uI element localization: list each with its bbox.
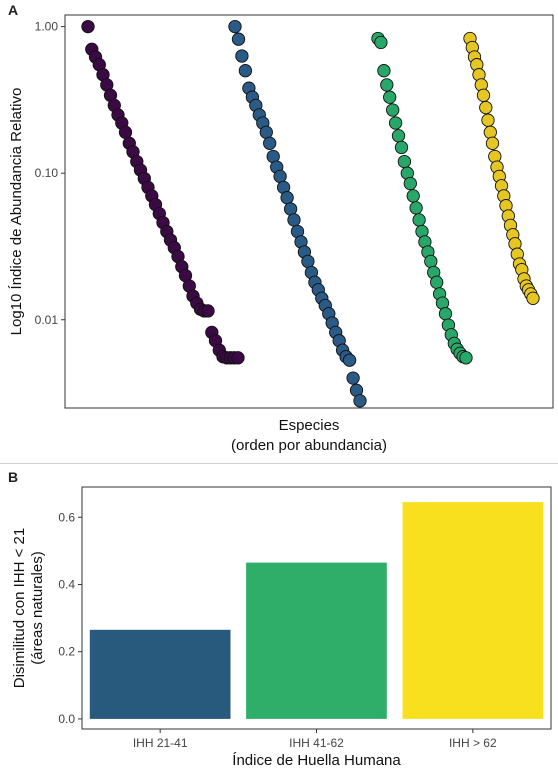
y-tick-label: 0.6 [58,510,75,524]
data-point [118,125,133,139]
data-point [383,90,397,104]
bar [246,562,387,719]
data-point [374,35,388,50]
x-tick-label: IHH > 62 [449,736,497,750]
data-point [342,353,357,367]
plot-frame [64,14,554,409]
data-point [388,116,403,130]
data-point [485,136,500,150]
y-tick-label: 0.01 [35,313,59,327]
series-2 [228,19,367,408]
data-point [287,213,301,227]
y-tick-label: 0.10 [35,166,59,180]
y-axis-title: Disimilitud con IHH < 21 [11,528,28,688]
panel-a-letter: A [8,2,19,18]
data-point [81,19,95,34]
data-point [263,136,277,150]
data-point [238,64,253,78]
data-point [273,169,287,184]
data-point [526,291,540,305]
data-point [259,125,273,139]
data-point [301,254,315,269]
data-point [228,19,242,34]
data-point [346,371,360,385]
series-1 [81,19,245,365]
series-4 [463,31,540,305]
data-point [424,254,438,269]
data-point [406,189,420,203]
x-axis-title: Especies [279,417,340,434]
data-point [409,201,423,215]
y-tick-label: 1.00 [35,20,59,34]
data-point [394,140,409,155]
bar [402,502,544,719]
y-tick-label: 0.2 [58,645,75,659]
data-point [438,307,453,321]
y-axis-title: Log10 Índice de Abundancia Relativo [8,88,25,336]
data-point [231,351,245,365]
y-tick-label: 0.0 [58,712,75,726]
data-point [430,275,444,289]
bar [89,629,231,719]
data-point [377,64,391,78]
data-point [235,49,249,63]
y-axis-subtitle: (áreas naturales) [29,551,46,664]
data-point [459,351,473,365]
data-point [481,113,495,127]
dissimilarity-bar-chart: 0.0 0.2 0.4 0.6 IHH 21-41 IHH 41-62 IHH > 62 Di… [11,486,552,769]
data-point [479,100,493,115]
data-point [201,304,215,318]
data-point [412,213,426,227]
x-axis-title: Índice de Huella Humana [232,752,401,769]
y-tick-label: 0.4 [58,577,75,591]
panel-divider [0,463,558,464]
series-3 [371,31,473,365]
data-point [353,394,367,408]
data-point [391,129,406,143]
data-point [380,78,394,92]
panel-b-letter: B [8,469,19,485]
x-axis-subtitle: (orden por abundancia) [231,437,387,454]
data-point [280,191,294,205]
data-point [403,176,417,191]
data-point [231,32,246,46]
data-point [483,125,497,139]
data-point [386,103,400,117]
x-tick-label: IHH 21-41 [133,736,188,750]
rank-abundance-chart: 1.00 0.10 0.01 Log10 Índice de Abundancia R… [8,14,554,454]
data-point [476,88,491,102]
x-tick-label: IHH 41-62 [289,736,344,750]
data-point [397,154,412,169]
